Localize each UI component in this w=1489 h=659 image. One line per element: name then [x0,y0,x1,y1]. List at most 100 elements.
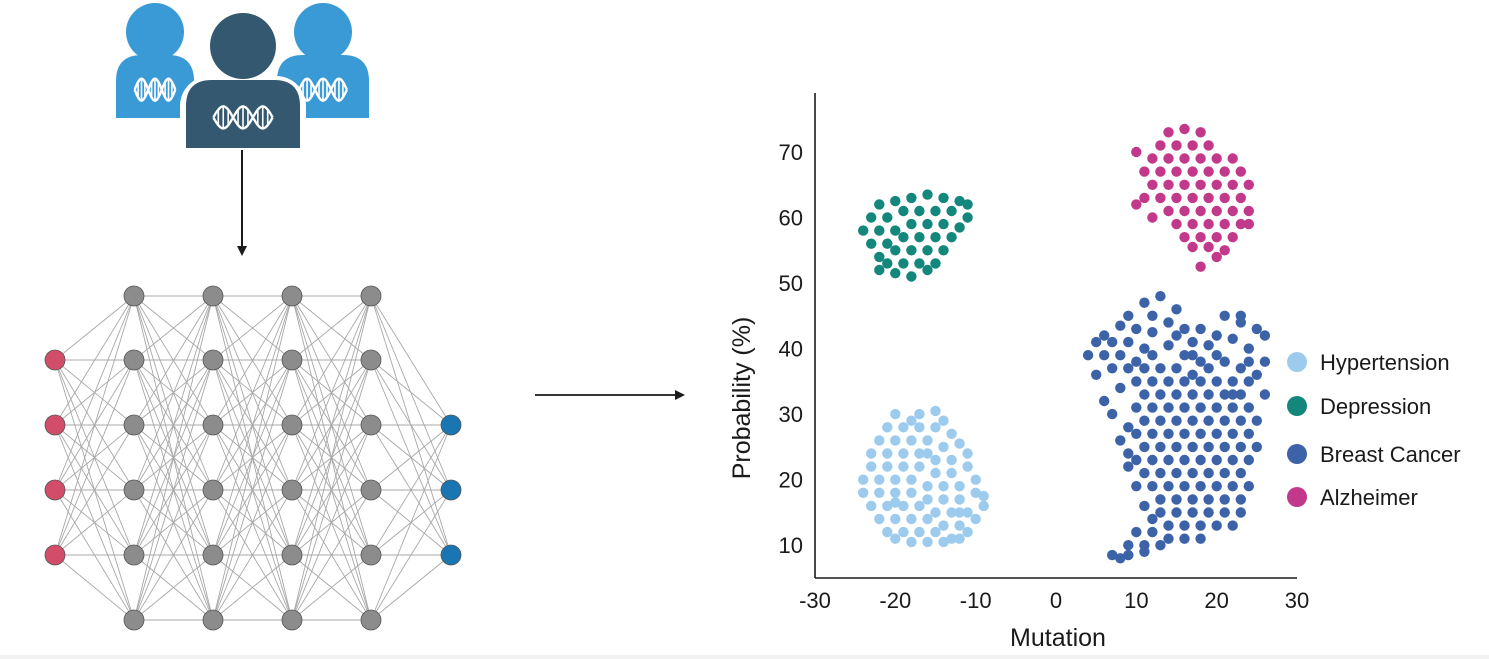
nn-edge [133,295,214,556]
data-point [1195,402,1206,413]
legend-item: Breast Cancer [1287,442,1461,467]
series-alzheimer [1131,123,1255,272]
data-point [1171,494,1182,505]
data-point [1163,376,1174,387]
data-point [874,199,885,210]
data-point [1163,402,1174,413]
data-point [1091,369,1102,380]
data-point [906,192,917,204]
data-point [930,526,941,538]
data-point [954,222,965,233]
data-point [906,536,917,548]
data-point [1195,533,1206,544]
data-point [1163,317,1174,328]
data-point [930,422,941,433]
data-point [1139,415,1150,426]
hidden-node [123,544,145,566]
data-point [1227,481,1238,492]
hidden-node [123,414,145,436]
data-point [1147,153,1158,164]
data-point [858,225,869,236]
input-node [44,414,66,436]
output-node [440,479,462,501]
data-point [1139,297,1150,308]
data-point [1211,232,1222,243]
data-point [1179,520,1190,531]
nn-edge [370,424,452,556]
data-point [906,474,917,485]
data-point [1243,179,1255,190]
data-point [1203,218,1214,230]
data-point [1203,166,1214,177]
nn-edge [212,295,293,556]
data-point [1243,218,1255,230]
data-point [1163,428,1174,439]
data-point [962,526,973,538]
data-point [922,435,933,446]
nn-edge [370,489,452,621]
data-point [1115,382,1126,394]
data-point [1155,415,1166,426]
data-point [1171,467,1182,479]
hidden-node [360,609,382,631]
data-point [1115,553,1126,564]
data-point [882,422,893,433]
data-point [946,533,957,544]
data-point [1195,127,1206,138]
data-point [1227,153,1238,164]
data-point [1187,369,1198,380]
data-point [1219,310,1230,321]
data-point [938,536,949,548]
data-point [1155,291,1166,302]
y-tick-label: 60 [779,206,803,231]
data-point [1227,428,1238,439]
data-point [890,195,901,207]
data-point [1115,320,1126,331]
data-point [954,195,965,207]
y-axis-label: Probability (%) [728,317,756,480]
data-point [1107,549,1118,561]
data-point [1131,526,1142,538]
data-point [1195,376,1206,387]
data-points [858,123,1271,564]
nn-edge [370,554,452,621]
nn-edge [54,295,135,426]
data-point [1147,526,1158,538]
nn-edge [133,554,214,621]
data-point [1099,395,1110,407]
data-point [1155,140,1166,151]
hidden-node [281,349,303,371]
nn-edge [291,554,372,621]
nn-edge [291,424,372,621]
data-point [858,487,869,498]
data-point [1211,251,1222,263]
data-point [898,526,909,538]
data-point [1211,428,1222,439]
data-point [1123,422,1134,433]
data-point [1211,179,1222,190]
data-point [866,461,877,472]
data-point [1203,467,1214,479]
nn-edge [212,295,293,621]
data-point [1171,415,1182,426]
dna-helix-icon [212,105,274,130]
data-point [946,205,957,217]
data-point [1115,350,1126,361]
nn-edge [54,554,135,621]
data-point [1243,343,1255,354]
data-point [1123,461,1134,472]
data-point [1099,330,1110,341]
data-point [914,500,925,512]
data-point [1235,507,1247,518]
data-point [1171,363,1182,374]
nn-edge [212,295,293,361]
data-point [1187,192,1198,204]
hidden-node [360,414,382,436]
data-point [1179,454,1190,466]
data-point [898,422,909,433]
x-tick-label: 20 [1204,588,1228,613]
data-point [1163,153,1174,164]
data-point [882,500,893,512]
data-point [1123,549,1134,561]
data-point [898,258,909,269]
